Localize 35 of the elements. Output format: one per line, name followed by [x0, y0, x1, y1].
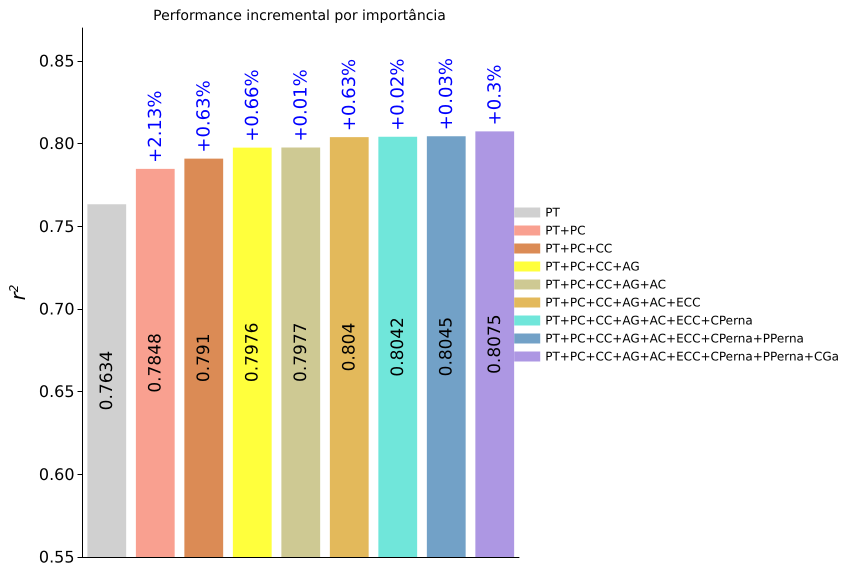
y-tick-label: 0.80 — [38, 134, 75, 154]
data-label: 0.7976 — [242, 322, 262, 382]
data-label: 0.8045 — [436, 316, 456, 376]
chart-title: Performance incremental por importância — [153, 8, 446, 24]
y-tick-label: 0.75 — [38, 216, 75, 236]
annotation: +0.03% — [436, 58, 457, 130]
legend-label: PT+PC+CC — [545, 242, 612, 256]
legend-label: PT+PC+CC+AG+AC+ECC+CPerna — [545, 314, 753, 328]
annotation: +0.3% — [484, 64, 506, 126]
annotation: +0.63% — [338, 58, 360, 132]
data-label: 0.8042 — [388, 317, 408, 377]
legend-label: PT+PC+CC+AG — [545, 260, 640, 274]
data-label: 0.7634 — [96, 350, 117, 410]
legend-label: PT — [545, 206, 560, 220]
annotation: +0.01% — [290, 69, 312, 142]
legend-label: PT+PC+CC+AG+AC — [545, 278, 666, 292]
data-label: 0.7848 — [145, 333, 166, 393]
annotation: +0.63% — [193, 80, 214, 153]
legend-label: PT+PC+CC+AG+AC+ECC+CPerna+PPerna — [545, 332, 804, 346]
data-label: 0.7977 — [290, 322, 311, 382]
y-tick-label: 0.55 — [38, 548, 75, 566]
annotation: +0.66% — [242, 69, 263, 142]
y-tick-label: 0.60 — [38, 464, 75, 484]
legend-label: PT+PC+CC+AG+AC+ECC — [545, 296, 700, 310]
annotation: +2.13% — [144, 90, 166, 163]
legend-label: PT+PC+CC+AG+AC+ECC+CPerna+PPerna+CGa — [545, 350, 840, 364]
y-tick-label: 0.70 — [38, 300, 75, 319]
data-label: 0.804 — [339, 322, 360, 372]
data-label: 0.791 — [194, 333, 214, 382]
y-axis-title: r2 — [6, 284, 30, 300]
legend-label: PT+PC — [545, 224, 586, 238]
y-tick-label: 0.85 — [38, 52, 75, 71]
data-label: 0.8075 — [484, 314, 505, 374]
annotation: +0.02% — [387, 58, 408, 131]
y-tick-label: 0.65 — [38, 382, 75, 402]
